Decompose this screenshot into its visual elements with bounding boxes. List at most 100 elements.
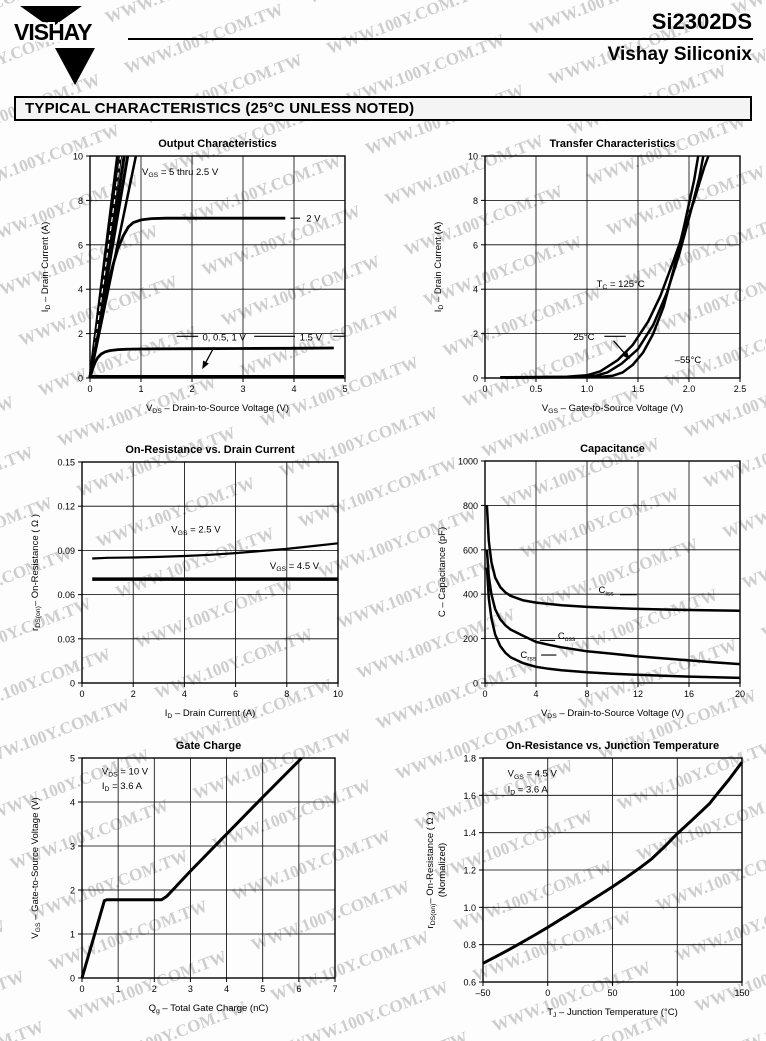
x-tick-label: 0 [545,988,550,998]
x-tick-label: 50 [607,988,617,998]
chart-title: Output Characteristics [158,138,277,150]
x-tick-label: 150 [734,988,749,998]
y-tick-label: 2 [70,886,75,896]
x-tick-label: 4 [182,689,187,699]
series-curve [88,216,286,379]
x-tick-label: 100 [670,988,685,998]
chart-title: Transfer Characteristics [550,138,676,150]
arrow-head [202,360,209,370]
x-tick-label: 0.5 [530,384,543,394]
annotation-label: ID = 3.6 A [102,781,143,793]
series-curve [88,346,334,379]
x-tick-label: 5 [342,384,347,394]
x-tick-label: –50 [475,988,490,998]
x-tick-label: 0 [482,689,487,699]
y-axis-label: rDS(on)– On-Resistance ( Ω ) [30,514,42,631]
chart-output-characteristics: 0 1 2 3 4 5 0 2 4 6 8 10 VGS = 5 thru 2.5 V 2 V 0, 0.5… [40,138,348,415]
x-tick-label: 4 [291,384,296,394]
arrow-head [622,351,630,360]
x-axis-label: VGS – Gate-to-Source Voltage (V) [542,403,683,415]
y-tick-label: 0 [70,679,75,689]
x-axis-label: ID – Drain Current (A) [165,708,255,720]
series-curve [80,756,303,979]
section-banner: TYPICAL CHARACTERISTICS (25°C UNLESS NOT… [14,96,752,121]
annotation-label: –55°C [675,355,702,366]
plot-border [89,155,346,379]
x-tick-label: 1 [116,984,121,994]
y-tick-label: 200 [463,634,478,644]
x-tick-label: 0 [79,984,84,994]
plot-border [484,155,741,379]
x-tick-label: 2 [131,689,136,699]
series-curve [485,505,741,613]
annotation-label: Coss [558,631,576,643]
chart-title: On-Resistance vs. Junction Temperature [506,740,719,752]
y-tick-label: 4 [70,798,75,808]
y-tick-label: 1 [70,930,75,940]
series-curve [92,542,339,560]
x-tick-label: 6 [296,984,301,994]
y-tick-label: 800 [463,501,478,511]
y-axis-label: ID – Drain Current (A) [433,222,445,312]
annotation-label: 1.5 V [300,333,323,344]
y-tick-label: 0.06 [57,590,75,600]
x-tick-label: 6 [233,689,238,699]
y-tick-label: 0.03 [57,634,75,644]
y-axis-label: C – Capacitance (pF) [437,527,448,617]
y-tick-label: 1.6 [463,791,476,801]
annotation-label: VDS = 10 V [102,766,149,778]
series-curve [90,155,122,374]
chart-title: Gate Charge [176,740,241,752]
series-curve [485,567,741,680]
y-axis-label: rDS(on)– On-Resistance ( Ω ) [425,812,437,929]
y-tick-label: 0 [473,374,478,384]
x-tick-label: 16 [684,689,694,699]
vishay-logo-bottom-triangle-icon [55,48,95,85]
annotation-label: VGS = 4.5 V [270,561,320,573]
y-tick-label: 4 [78,285,83,295]
x-axis-label: Qg – Total Gate Charge (nC) [149,1003,269,1015]
y-tick-label: 0.15 [57,458,75,468]
annotation-label: Crss [520,650,537,662]
x-tick-label: 4 [224,984,229,994]
annotation-label: TC = 125°C [597,279,645,291]
x-axis-label: TJ – Junction Temperature (°C) [547,1007,678,1019]
header-rule [128,38,753,40]
x-tick-label: 0 [87,384,92,394]
section-banner-title: TYPICAL CHARACTERISTICS (25°C UNLESS NOT… [25,100,415,117]
y-tick-label: 6 [78,240,83,250]
x-axis-label: VDS – Drain-to-Source Voltage (V) [541,708,684,720]
chart-gate-charge: 0 1 2 3 4 5 6 7 0 1 2 3 4 5 VDS = 10 V ID = 3.6 A Gate C… [30,740,338,1015]
chart-on-resistance-vs-drain-current: 0 2 4 6 8 10 0 0.03 0.06 0.09 0.12 0.15 VGS = 2.5 V V… [30,444,343,720]
y-axis-label-2: (Normalized) [437,843,448,897]
chart-title: Capacitance [580,443,645,455]
chart-capacitance: 0 4 8 12 16 2002004006008001000CissCossCrssCa… [437,443,745,720]
arrow-line [204,347,215,366]
annotation-label: VGS = 4.5 V [508,769,558,781]
y-tick-label: 8 [473,196,478,206]
x-tick-label: 3 [188,984,193,994]
company-name: Vishay Siliconix [607,44,752,65]
y-tick-label: 10 [468,152,478,162]
chart-title: On-Resistance vs. Drain Current [125,444,295,456]
chart-transfer-characteristics: 0 0.5 1.0 1.5 2.0 2.5 0 2 4 6 8 10 TC = 125°C 25°C –55… [433,138,746,415]
x-tick-label: 2 [189,384,194,394]
plot-border [482,757,743,983]
plot-border [81,461,339,684]
y-tick-label: 1.0 [463,903,476,913]
vishay-logo-text: VISHAY [14,19,93,45]
annotation-label: VGS = 5 thru 2.5 V [142,167,219,179]
y-tick-label: 0.6 [463,978,476,988]
series-curve [485,549,741,666]
plot-border [484,460,741,684]
plot-border [81,757,336,979]
x-tick-label: 7 [332,984,337,994]
x-tick-label: 3 [240,384,245,394]
series-curve [500,155,710,379]
annotation-label: VGS = 2.5 V [171,525,221,537]
annotation-label: 0, 0.5, 1 V [202,333,246,344]
series-curve [505,155,700,380]
part-number: Si2302DS [651,9,752,34]
